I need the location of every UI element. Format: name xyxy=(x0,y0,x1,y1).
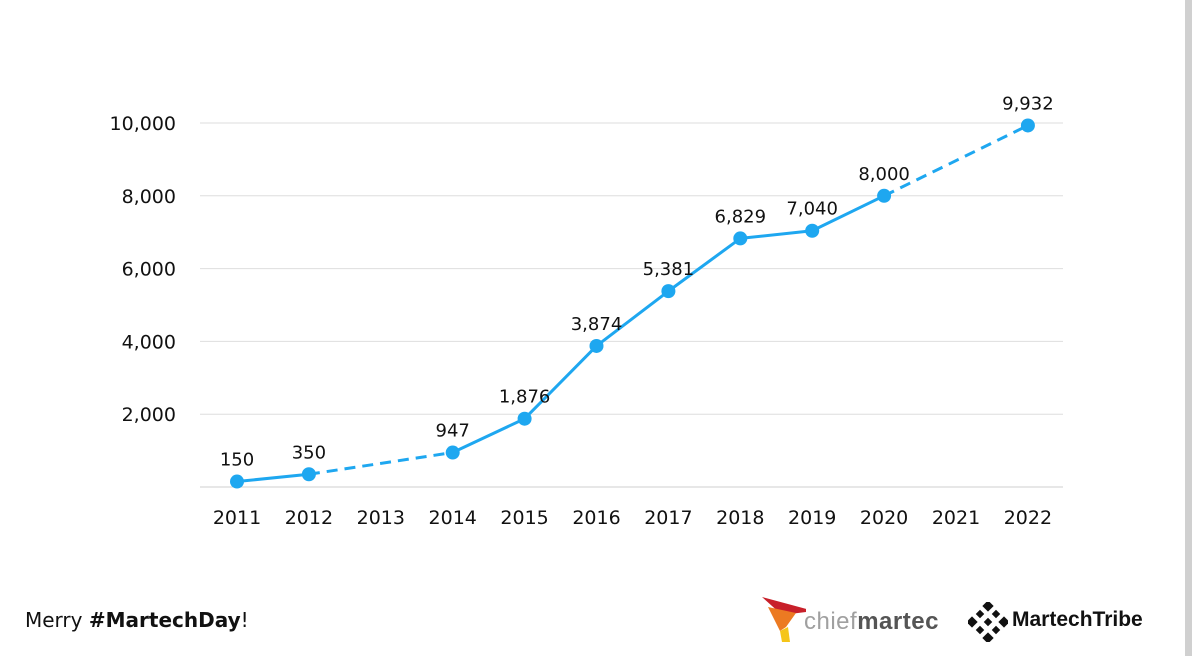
chiefmartec-logo: chiefmartec xyxy=(762,597,942,642)
chiefmartec-logo-icon xyxy=(762,597,814,642)
y-tick-label: 10,000 xyxy=(110,113,176,135)
series-segment xyxy=(595,289,670,348)
data-label: 9,932 xyxy=(1002,93,1054,114)
data-label: 3,874 xyxy=(571,314,623,335)
data-point xyxy=(1020,118,1035,133)
x-tick-label: 2019 xyxy=(788,507,836,529)
x-tick-label: 2015 xyxy=(500,507,548,529)
data-point xyxy=(230,474,244,489)
data-point xyxy=(661,284,676,299)
martechtribe-logo: MartechTribe xyxy=(966,600,1168,644)
data-label: 6,829 xyxy=(715,206,767,227)
data-point xyxy=(733,231,748,246)
series-segment xyxy=(452,417,526,454)
data-point xyxy=(805,223,820,238)
data-label: 5,381 xyxy=(643,259,695,280)
series-segment xyxy=(740,229,813,240)
x-tick-label: 2021 xyxy=(932,507,980,529)
logo-text-martec: martec xyxy=(857,608,939,635)
x-tick-label: 2017 xyxy=(644,507,692,529)
x-tick-label: 2022 xyxy=(1004,507,1052,529)
y-tick-label: 2,000 xyxy=(122,404,176,426)
series-segment xyxy=(308,451,453,476)
data-point xyxy=(517,411,532,426)
data-label: 150 xyxy=(220,450,254,471)
footer-prefix: Merry xyxy=(25,608,89,632)
martechtribe-logo-icon xyxy=(966,600,1010,644)
footer-suffix: ! xyxy=(240,608,249,632)
y-tick-label: 6,000 xyxy=(122,259,176,281)
x-tick-label: 2014 xyxy=(429,507,477,529)
series-segment xyxy=(883,124,1029,198)
data-point xyxy=(445,445,460,460)
footer-text: Merry #MartechDay! xyxy=(25,608,249,632)
x-tick-label: 2018 xyxy=(716,507,764,529)
data-point xyxy=(301,467,316,482)
x-tick-label: 2012 xyxy=(285,507,333,529)
data-point xyxy=(589,338,604,353)
series-segment xyxy=(236,472,310,484)
x-tick-label: 2020 xyxy=(860,507,908,529)
data-point xyxy=(877,188,892,203)
logo-text-chief: chief xyxy=(804,608,858,635)
line-chart: 2,000 4,000 6,000 8,000 10,000 2011 2012 2013 20… xyxy=(110,93,1063,529)
x-tick-label: 2013 xyxy=(357,507,405,529)
data-label: 350 xyxy=(292,442,326,463)
data-label: 7,040 xyxy=(786,199,838,220)
data-label: 947 xyxy=(436,421,470,442)
logo-text-martechtribe: MartechTribe xyxy=(1012,608,1143,631)
series-segment xyxy=(667,237,742,293)
series-segment xyxy=(523,344,598,420)
footer-hashtag: #MartechDay xyxy=(88,608,241,632)
y-tick-label: 8,000 xyxy=(122,186,176,208)
x-tick-label: 2011 xyxy=(213,507,261,529)
data-label: 1,876 xyxy=(499,387,551,408)
data-label: 8,000 xyxy=(858,164,910,185)
y-tick-label: 4,000 xyxy=(122,331,176,353)
scrollbar-edge xyxy=(1185,0,1192,656)
x-tick-label: 2016 xyxy=(572,507,620,529)
series-segment xyxy=(811,194,885,233)
